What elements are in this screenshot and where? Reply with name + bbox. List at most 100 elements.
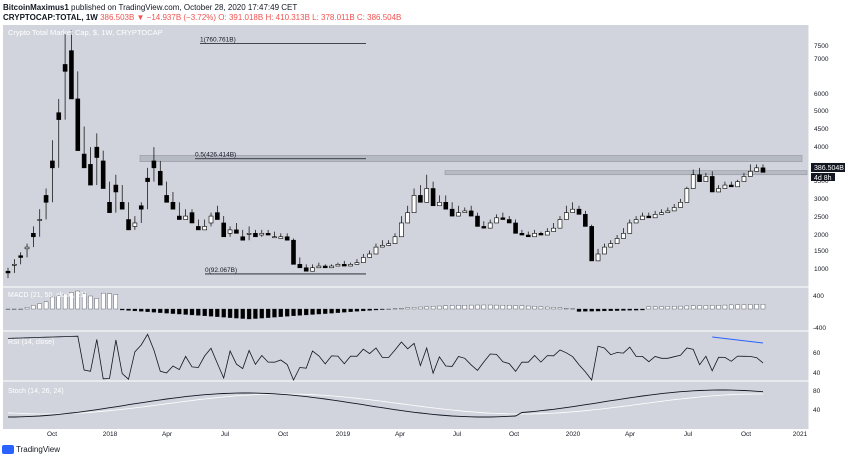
footer-brand[interactable]: TradingView — [16, 445, 61, 454]
candle-body — [754, 167, 759, 172]
time-tick-label: Oct — [47, 431, 57, 438]
price-tick-label: 7500 — [814, 43, 829, 50]
candle-body — [424, 188, 430, 203]
candle-body — [449, 208, 455, 217]
candle-body — [69, 50, 74, 100]
candle-body — [608, 243, 614, 248]
macd-bar — [583, 308, 588, 312]
candle-body — [386, 243, 391, 246]
candle-body — [88, 164, 93, 186]
rsi-label: RSI (14, close) — [8, 339, 54, 346]
time-tick-label: Oct — [278, 431, 288, 438]
candle-body — [145, 177, 150, 182]
candle-body — [12, 264, 17, 266]
candle-body — [602, 246, 607, 255]
price-tick-label: 1500 — [814, 248, 829, 255]
macd-bar — [538, 306, 544, 310]
macd-bar — [716, 305, 721, 310]
macd-bar — [564, 308, 569, 310]
price-tick-label: 2000 — [814, 232, 829, 239]
macd-bar — [500, 305, 506, 310]
price-change: 386.503B ▼ −14.937B (−3.72%) — [100, 13, 217, 22]
macd-bar — [760, 303, 766, 310]
candle-body — [5, 270, 11, 274]
macd-bar — [24, 307, 30, 310]
time-tick-label: 2021 — [793, 431, 808, 438]
time-tick-label: 2018 — [103, 431, 118, 438]
candle-body — [595, 253, 601, 262]
candle-body — [633, 219, 639, 224]
candle-body — [570, 208, 575, 213]
macd-bar — [335, 308, 341, 313]
candle-body — [532, 233, 537, 238]
candle-body — [234, 229, 239, 234]
macd-bar — [259, 308, 264, 319]
resistance-zones — [139, 155, 808, 176]
candle-body — [614, 238, 620, 244]
candle-body — [100, 160, 106, 189]
macd-bar — [595, 308, 601, 312]
countdown-badge — [811, 173, 835, 181]
price-tick-label: 7000 — [814, 56, 829, 63]
macd-bar — [348, 308, 353, 312]
macd-bar — [748, 304, 753, 310]
macd-bar — [469, 304, 474, 310]
price-unit: USD — [821, 31, 836, 38]
time-tick-label: Jul — [453, 431, 462, 438]
macd-bar — [703, 305, 709, 310]
macd-bar — [646, 306, 651, 310]
macd-bar — [430, 306, 436, 310]
last-price-badge — [811, 163, 845, 172]
macd-bar — [652, 306, 658, 310]
price-tick-label: 3500 — [814, 178, 829, 185]
candle-body — [157, 170, 163, 186]
candle-body — [709, 176, 715, 193]
rsi-line — [7, 333, 764, 381]
candle-body — [81, 153, 87, 169]
macd-bar — [69, 292, 74, 310]
candle-body — [392, 236, 398, 244]
candle-body — [399, 222, 404, 238]
candle-body — [259, 233, 265, 236]
macd-bar — [62, 293, 68, 310]
macd-bar — [392, 308, 398, 310]
macd-bar — [297, 308, 302, 316]
chart-title: Crypto Total Market Cap, $, 1W, CRYPTOCA… — [8, 28, 163, 37]
candle-body — [506, 219, 512, 224]
macd-tick-label: 400 — [813, 293, 824, 300]
author-name[interactable]: BitcoinMaximus1 — [3, 3, 69, 12]
candle-body — [741, 176, 747, 182]
candle-body — [94, 146, 100, 158]
candle-body — [456, 212, 461, 217]
candle-body — [405, 212, 411, 224]
macd-bar — [164, 308, 169, 314]
macd-bar — [323, 308, 328, 314]
macd-bar — [113, 294, 119, 310]
macd-bar — [304, 308, 309, 316]
candle-body — [671, 207, 677, 212]
time-tick-label: Oct — [509, 431, 519, 438]
candle-body — [703, 176, 709, 182]
price-tick-label: 2500 — [814, 214, 829, 221]
candle-body — [551, 227, 556, 232]
macd-bar — [475, 304, 480, 310]
candle-body — [722, 184, 728, 189]
macd-bar — [621, 308, 626, 311]
stoch-k-line — [8, 389, 764, 418]
candle-body — [418, 195, 423, 203]
grid — [3, 25, 810, 429]
macd-bar — [627, 308, 632, 311]
candle-body — [265, 233, 271, 236]
macd-bar — [494, 304, 499, 310]
candle-body — [348, 264, 353, 267]
candle-body — [31, 233, 36, 238]
candle-body — [684, 188, 690, 203]
macd-bar — [354, 308, 360, 312]
price-axis: 1000 1500 2000 2500 3000 3500 4000 4500 5000 6000… — [814, 43, 829, 273]
time-axis: Oct 2018 Apr Jul Oct 2019 Apr Jul Oct 2020 Apr Jul O… — [47, 431, 808, 438]
tradingview-logo-icon[interactable] — [2, 445, 14, 455]
macd-bar — [101, 292, 106, 310]
symbol-label[interactable]: CRYPTOCAP:TOTAL, 1W — [3, 13, 98, 22]
macd-bar — [678, 305, 683, 310]
